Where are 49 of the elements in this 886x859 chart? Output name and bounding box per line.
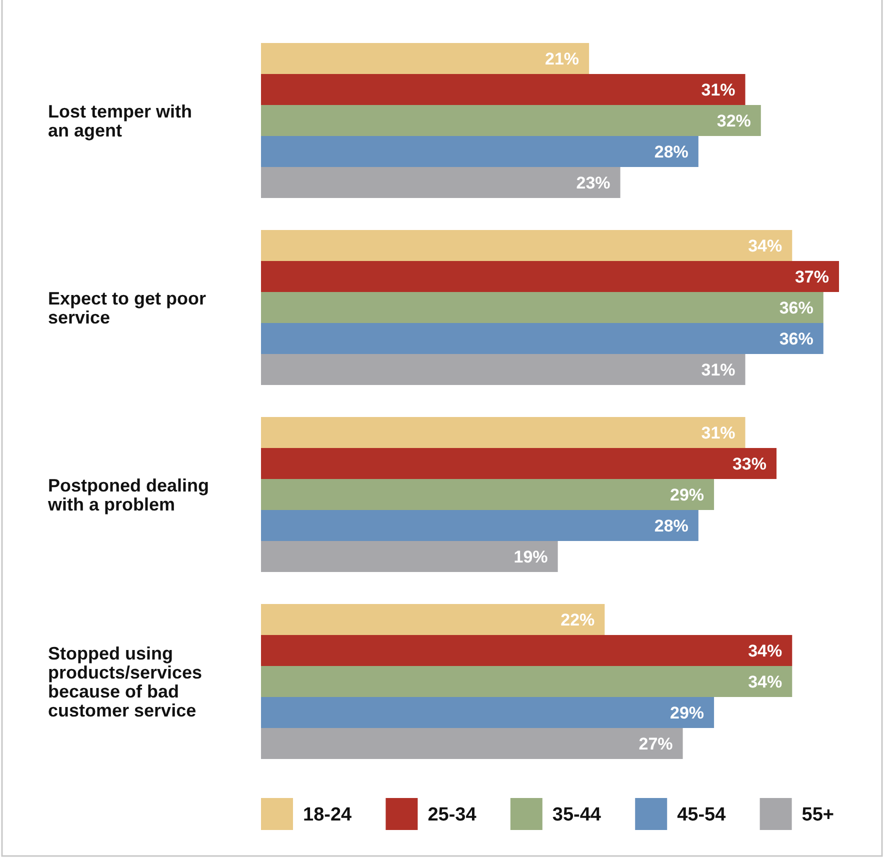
legend-label: 55+: [802, 804, 834, 826]
bar: [261, 635, 792, 666]
data-label: 28%: [654, 516, 688, 536]
data-label: 28%: [654, 142, 688, 162]
data-label: 29%: [670, 703, 704, 722]
bar: [261, 541, 558, 572]
bar: [261, 448, 777, 479]
bar: [261, 697, 714, 728]
bar: [261, 479, 714, 510]
y-tick-label: Lost temper with an agent: [48, 101, 192, 140]
data-label: 21%: [545, 49, 580, 68]
bar: [261, 417, 746, 448]
bar: [261, 43, 590, 74]
data-label: 19%: [514, 547, 548, 566]
legend-label: 35-44: [552, 804, 602, 826]
bar: [261, 167, 620, 198]
bar: [261, 354, 746, 385]
bar: [261, 666, 792, 697]
data-label: 33%: [732, 454, 767, 474]
data-label: 22%: [560, 610, 595, 630]
bar: [261, 105, 761, 136]
bar: [261, 261, 839, 292]
bar: [261, 510, 698, 541]
data-label: 31%: [701, 80, 736, 100]
data-label: 37%: [794, 267, 829, 286]
data-label: 34%: [748, 236, 782, 256]
bar: [261, 230, 792, 261]
data-label: 23%: [576, 173, 610, 192]
bar: [261, 292, 824, 323]
legend-label: 45-54: [677, 804, 726, 826]
y-tick-label: Postponed dealing with a problem: [47, 475, 210, 514]
bar: [261, 74, 746, 105]
data-label: 31%: [701, 423, 736, 442]
y-tick-label: Stopped using products/services because of bad customer service: [48, 643, 202, 720]
data-label: 36%: [779, 298, 814, 318]
bar: [261, 323, 824, 354]
data-label: 36%: [779, 329, 814, 348]
data-label: 29%: [670, 485, 704, 504]
y-tick-label: Expect to get poor service: [48, 288, 206, 328]
data-label: 27%: [638, 734, 673, 754]
bar: [261, 604, 605, 635]
data-label: 32%: [716, 111, 751, 130]
legend-label: 18-24: [303, 804, 352, 826]
bar: [261, 136, 698, 167]
legend-label: 25-34: [428, 804, 477, 826]
data-label: 31%: [701, 360, 736, 380]
data-label: 34%: [748, 641, 782, 660]
data-label: 34%: [748, 672, 782, 692]
bar: [261, 728, 683, 759]
